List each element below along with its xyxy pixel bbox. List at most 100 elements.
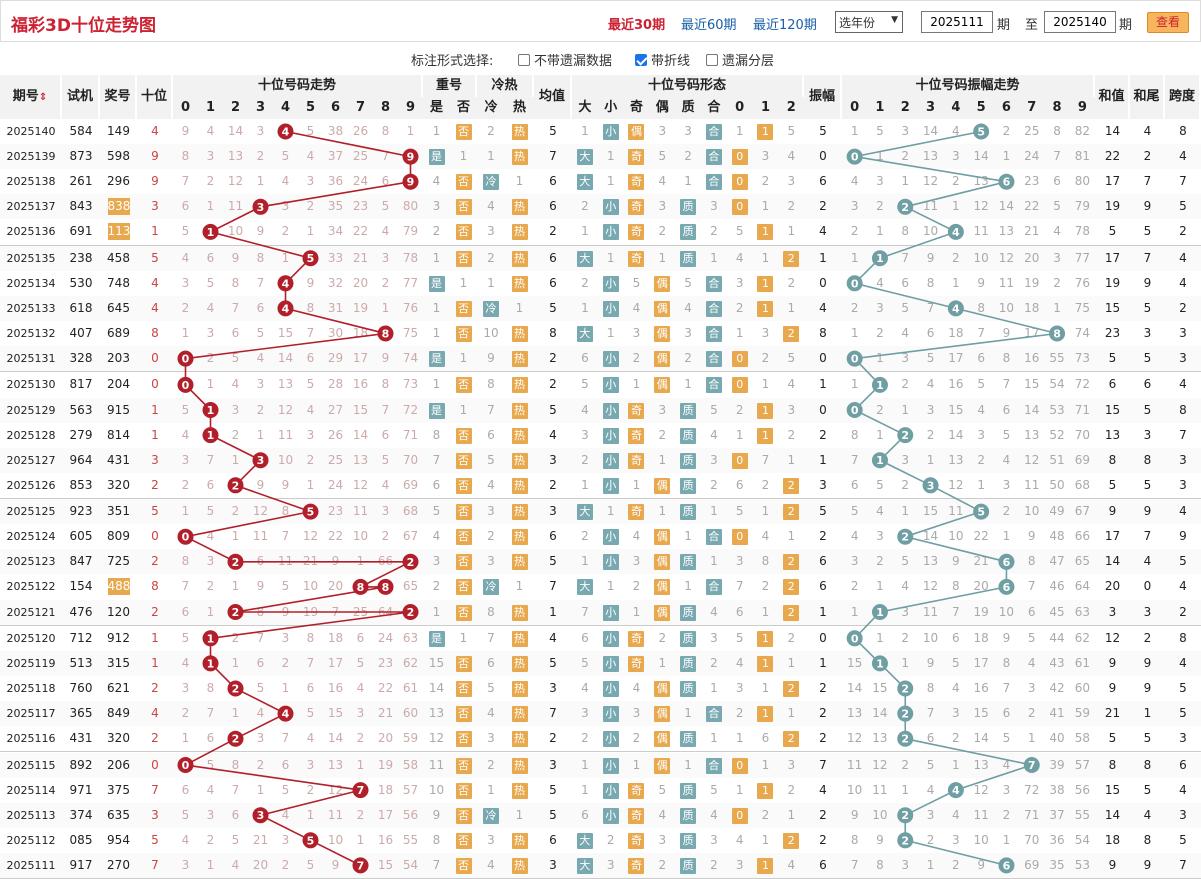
miss-cell: 79 [402, 224, 419, 239]
amp-ball [918, 473, 943, 498]
amp-miss-cell: 2 [952, 174, 960, 189]
trend-ball [173, 524, 198, 549]
amp-miss-cell: 15 [922, 504, 939, 519]
test-cell: 892 [69, 757, 93, 772]
span-cell: 4 [1179, 149, 1187, 164]
miss-cell: 59 [402, 731, 419, 746]
sum-tail-cell: 1 [1143, 706, 1152, 721]
shape-cell: 合 [701, 271, 727, 296]
header-digit: 8 [380, 100, 391, 115]
period-from-input[interactable] [921, 11, 993, 33]
shape-cell: 质 [675, 726, 701, 751]
checkbox-icon[interactable] [518, 54, 530, 66]
hot-cell: 热 [505, 651, 534, 676]
amp-ball [943, 778, 968, 803]
option-miss-layer[interactable]: 遗漏分层 [706, 50, 774, 69]
avg-cell: 2 [549, 477, 557, 492]
sum-cell: 17 [1104, 174, 1121, 189]
shape-cell: 1 [606, 579, 615, 594]
amp-miss-cell: 3 [876, 300, 884, 315]
value-badge: 奇 [628, 655, 645, 672]
amp-miss-cell: 82 [1074, 124, 1090, 138]
amp-ball [867, 448, 892, 473]
table-row: 2025140 584 149 4 9 4 14 3 5 38 26 8 1 1 否 2 热 5 1 小偶 3 3 合 1 1 5… [0, 119, 1201, 144]
option-label: 遗漏分层 [722, 54, 775, 69]
shape-cell: 1 [606, 250, 615, 265]
checkbox-checked-icon[interactable] [635, 54, 647, 66]
value-badge: 1 [757, 782, 774, 799]
amp-cell: 4 [819, 224, 827, 239]
shape-cell: 合 [701, 144, 727, 169]
test-cell: 691 [69, 224, 93, 239]
repeat-yes-cell: 7 [432, 857, 441, 872]
avg-cell: 5 [549, 655, 557, 670]
shape-cell: 5 [632, 275, 641, 290]
range-30-link[interactable]: 最近30期 [608, 18, 666, 33]
range-120-link[interactable]: 最近120期 [753, 18, 817, 33]
shape-cell: 1 [753, 398, 779, 423]
miss-cell: 70 [402, 452, 419, 467]
value-badge: 大 [576, 149, 593, 166]
miss-cell: 3 [206, 554, 215, 569]
amp-miss-cell: 71 [1024, 807, 1040, 822]
amp-miss-cell: 4 [926, 782, 935, 797]
shape-cell: 0 [727, 346, 753, 371]
amp-miss-cell: 49 [1049, 504, 1065, 519]
header-issue[interactable]: 期号⇕ [0, 75, 62, 119]
value-badge: 合 [705, 706, 722, 723]
shape-cell: 4 [581, 402, 589, 417]
issue-cell: 2025134 [6, 276, 56, 290]
range-60-link[interactable]: 最近60期 [681, 18, 737, 33]
option-polyline[interactable]: 带折线 [635, 50, 690, 69]
value-badge: 质 [680, 452, 697, 469]
shape-cell: 1 [581, 477, 589, 492]
miss-cell: 6 [356, 630, 365, 645]
shape-cell: 2 [581, 199, 589, 214]
tens-cell: 4 [151, 124, 159, 138]
shape-cell: 5 [684, 275, 692, 290]
miss-cell: 6 [206, 250, 215, 265]
miss-cell: 25 [327, 452, 344, 467]
header-amp-digit: 7 [1027, 100, 1037, 115]
amp-miss-cell: 14 [948, 427, 964, 442]
shape-cell: 0 [727, 803, 753, 828]
amp-miss-cell: 9 [952, 554, 960, 569]
trend-ball [398, 144, 423, 169]
sum-cell: 9 [1108, 857, 1117, 872]
trend-ball [198, 626, 223, 651]
shape-cell: 质 [675, 448, 701, 473]
miss-cell: 1 [231, 706, 240, 721]
year-select[interactable]: 选年份 ▼ [835, 11, 903, 33]
view-button[interactable]: 查看 [1147, 12, 1189, 33]
shape-cell: 1 [581, 782, 589, 797]
miss-cell: 1 [181, 504, 190, 519]
amp-miss-cell: 13 [922, 554, 939, 569]
value-badge: 小 [602, 477, 619, 494]
checkbox-icon[interactable] [706, 54, 718, 66]
miss-cell: 23 [377, 655, 394, 670]
value-badge: 热 [511, 224, 528, 241]
prize-cell: 689 [107, 326, 130, 340]
prize-cell: 621 [107, 681, 130, 695]
shape-cell: 3 [684, 326, 692, 340]
shape-cell: 2 [735, 402, 744, 417]
amp-miss-cell: 15 [872, 681, 888, 695]
sort-icon[interactable]: ⇕ [38, 92, 48, 103]
option-no-miss[interactable]: 不带遗漏数据 [518, 50, 612, 69]
hot-cell: 1 [515, 300, 524, 315]
tens-cell: 7 [151, 857, 159, 872]
shape-cell: 奇 [624, 144, 650, 169]
sum-cell: 18 [1104, 832, 1121, 847]
period-to-input[interactable] [1044, 11, 1116, 33]
table-row: 2025123 847 725 2 8 3 6 11 21 9 1 66 3 否 3 热 5 1 小 3 偶质 1 3 8 2 6… [0, 549, 1201, 575]
amp-miss-cell: 18 [1024, 300, 1040, 315]
repeat-yes-cell: 4 [432, 529, 441, 544]
amp-miss-cell: 8 [850, 832, 859, 847]
shape-cell: 3 [658, 199, 667, 214]
miss-cell: 9 [331, 857, 340, 872]
repeat-no-cell: 否 [450, 219, 477, 244]
amp-miss-cell: 3 [876, 174, 884, 189]
amp-miss-cell: 14 [872, 706, 888, 721]
cold-cell: 3 [487, 731, 495, 746]
value-badge: 热 [511, 326, 528, 342]
